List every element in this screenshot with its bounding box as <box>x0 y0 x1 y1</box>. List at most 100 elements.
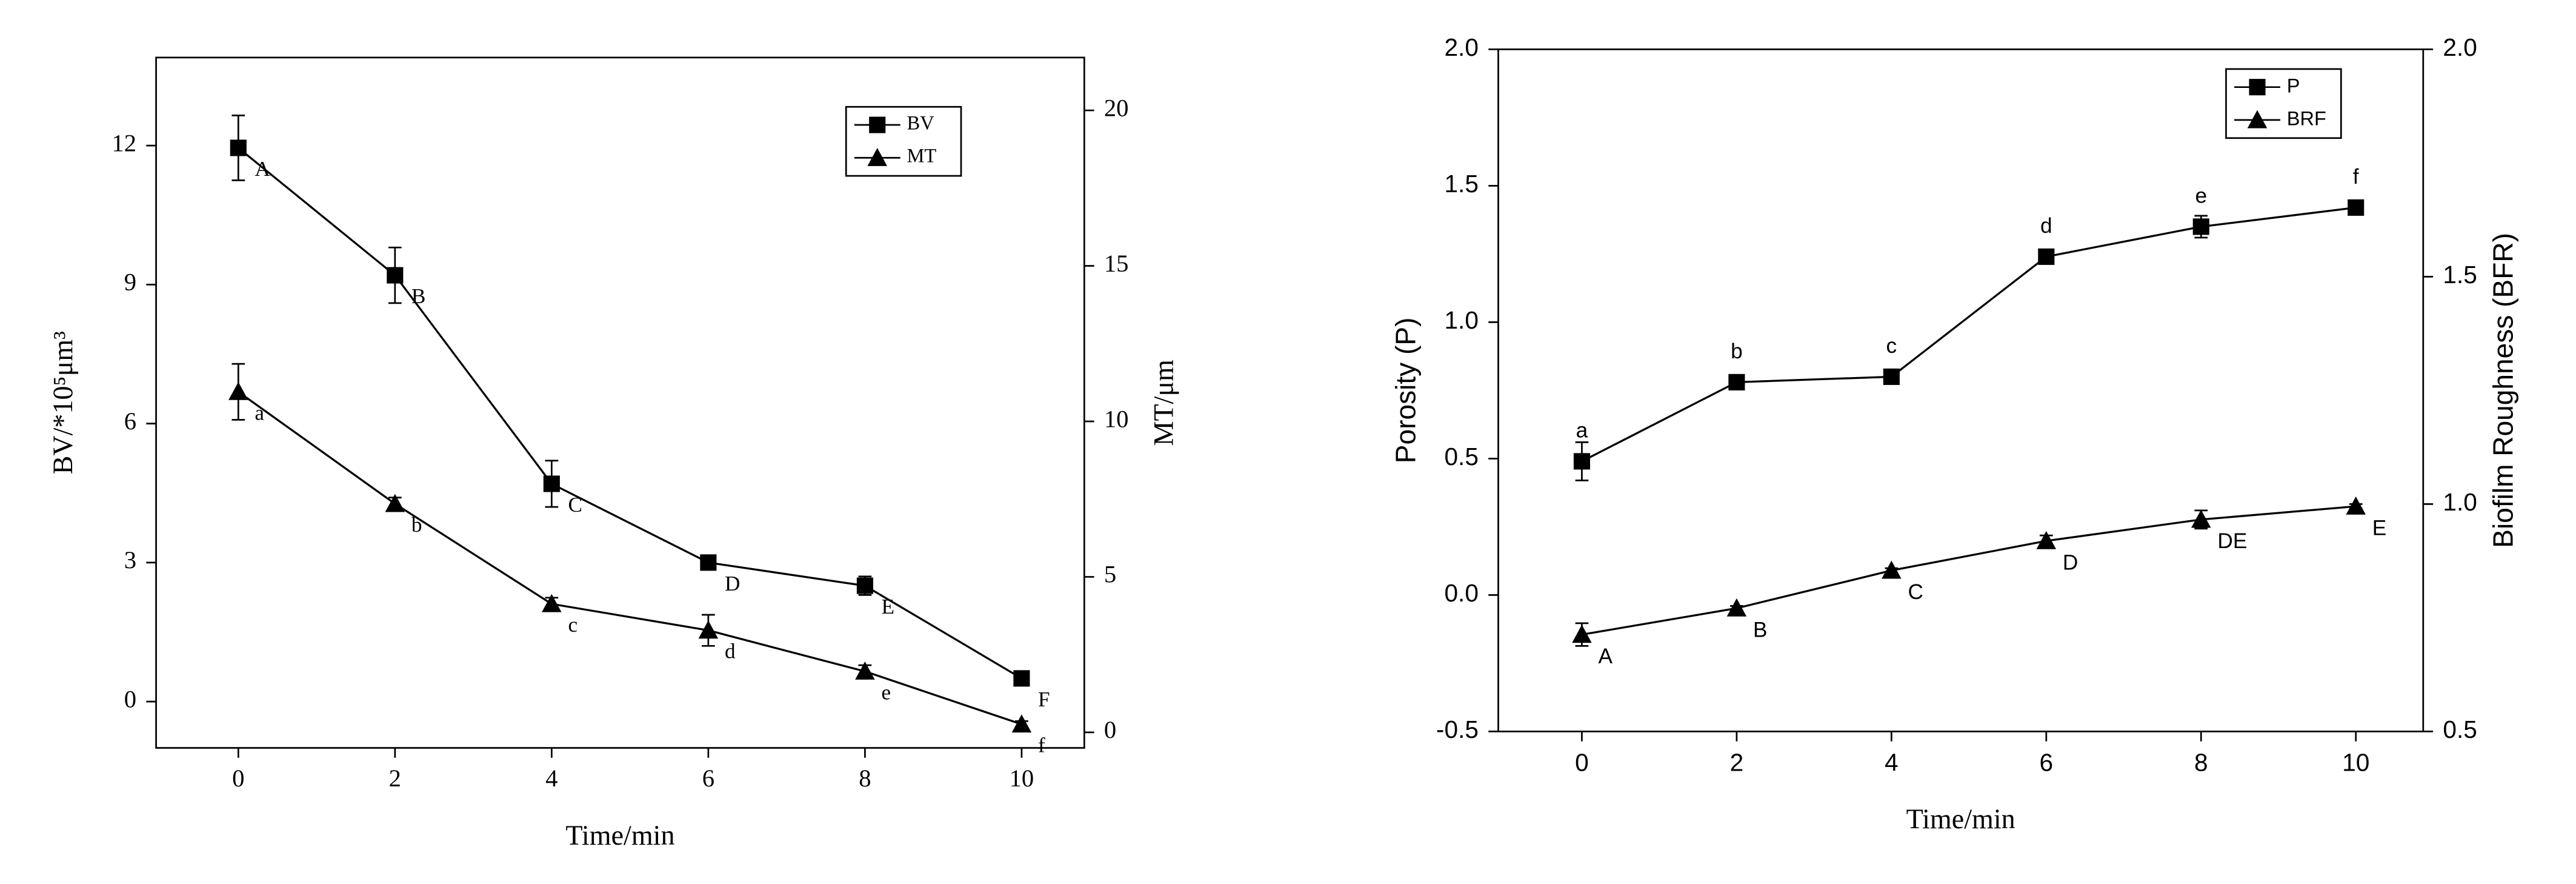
y-axis-label: Porosity (P) <box>1390 318 1422 464</box>
legend-marker <box>2247 110 2268 129</box>
legend-label: P <box>2287 75 2300 96</box>
point-label: f <box>2353 165 2359 189</box>
legend-marker <box>869 116 886 133</box>
data-point <box>856 577 873 594</box>
y-tick-label: 0.0 <box>1444 579 1479 607</box>
series-line <box>1582 505 2356 636</box>
data-point <box>1573 453 1591 470</box>
y-tick-label: -0.5 <box>1436 715 1479 743</box>
y-tick-label: 1.0 <box>1444 306 1479 334</box>
data-point <box>1726 598 1747 617</box>
point-label: c <box>1886 334 1897 358</box>
point-label: b <box>1731 340 1743 363</box>
point-label: A <box>1599 645 1613 668</box>
y-tick-label: 1.5 <box>1444 170 1479 198</box>
point-label: f <box>1038 734 1045 757</box>
data-point <box>1572 624 1592 643</box>
plot-frame <box>155 56 1085 749</box>
x-tick-label: 0 <box>1575 748 1589 776</box>
y-tick-label: 6 <box>124 407 136 435</box>
data-point <box>387 267 404 284</box>
data-point <box>2348 199 2365 216</box>
point-label: D <box>725 572 740 595</box>
x-tick-label: 6 <box>702 765 714 792</box>
point-label: D <box>2063 551 2078 574</box>
legend-box <box>845 105 962 177</box>
y-tick-label: 12 <box>111 129 136 156</box>
point-label: a <box>1576 418 1588 442</box>
y2-tick-label: 5 <box>1104 561 1116 588</box>
x-tick-label: 10 <box>1010 765 1034 792</box>
data-point <box>1728 373 1745 390</box>
data-point <box>2038 248 2055 265</box>
data-point <box>1013 670 1030 687</box>
data-point <box>2036 531 2057 549</box>
y-axis-label: BV/*10⁵μm³ <box>47 331 78 474</box>
y2-tick-label: 0.5 <box>2443 715 2477 743</box>
data-point <box>1882 560 1902 579</box>
data-point <box>228 381 248 400</box>
legend-marker <box>2249 79 2266 96</box>
legend-label: MT <box>907 146 937 167</box>
data-point <box>230 139 247 156</box>
y-tick-label: 9 <box>124 269 136 296</box>
point-label: b <box>411 513 422 537</box>
x-tick-label: 8 <box>859 765 871 792</box>
x-tick-label: 2 <box>1730 748 1744 776</box>
point-label: C <box>1908 580 1923 604</box>
data-point <box>2346 496 2366 515</box>
x-tick-label: 0 <box>232 765 244 792</box>
y2-tick-label: 1.0 <box>2443 488 2477 516</box>
point-label: B <box>411 284 426 308</box>
point-label: F <box>1038 688 1050 711</box>
x-tick-label: 6 <box>2039 748 2053 776</box>
data-point <box>855 661 875 680</box>
x-axis-label: Time/min <box>565 820 674 851</box>
x-tick-label: 10 <box>2342 748 2369 776</box>
y2-axis-label: MT/μm <box>1148 360 1179 446</box>
y2-tick-label: 2.0 <box>2443 33 2477 61</box>
point-label: e <box>882 680 891 704</box>
x-tick-label: 4 <box>545 765 557 792</box>
data-point <box>542 594 562 612</box>
point-label: e <box>2195 184 2207 207</box>
x-axis-label: Time/min <box>1906 803 2015 834</box>
y-tick-label: 2.0 <box>1444 33 1479 61</box>
legend-label: BV <box>907 113 935 135</box>
data-point <box>1011 714 1032 733</box>
legend-marker <box>867 147 888 166</box>
y2-axis-label: Biofilm Roughness (BFR) <box>2488 233 2519 548</box>
legend-label: BRF <box>2287 108 2326 130</box>
y2-tick-label: 1.5 <box>2443 261 2477 289</box>
data-point <box>700 554 717 571</box>
data-point <box>698 620 719 639</box>
y-tick-label: 3 <box>124 546 136 574</box>
point-label: B <box>1753 618 1768 641</box>
x-tick-label: 2 <box>389 765 401 792</box>
x-tick-label: 8 <box>2194 748 2208 776</box>
y2-tick-label: 0 <box>1104 716 1116 743</box>
point-label: DE <box>2217 529 2247 553</box>
y-tick-label: 0 <box>124 685 136 712</box>
data-point <box>2191 509 2211 528</box>
data-point <box>543 475 560 492</box>
point-label: A <box>255 157 270 181</box>
legend-box <box>2225 68 2342 139</box>
y-tick-label: 0.5 <box>1444 443 1479 470</box>
data-point <box>2192 218 2209 235</box>
data-point <box>1883 368 1900 385</box>
point-label: C <box>568 493 582 517</box>
point-label: d <box>2040 214 2052 238</box>
point-label: c <box>568 613 577 637</box>
plot-frame <box>1497 48 2425 732</box>
series-line <box>238 147 1022 680</box>
point-label: E <box>882 595 895 618</box>
y2-tick-label: 20 <box>1104 94 1129 121</box>
series-line <box>1581 206 2356 463</box>
data-point <box>385 494 405 512</box>
point-label: E <box>2372 516 2387 540</box>
x-tick-label: 4 <box>1885 748 1899 776</box>
series-line <box>238 390 1022 726</box>
